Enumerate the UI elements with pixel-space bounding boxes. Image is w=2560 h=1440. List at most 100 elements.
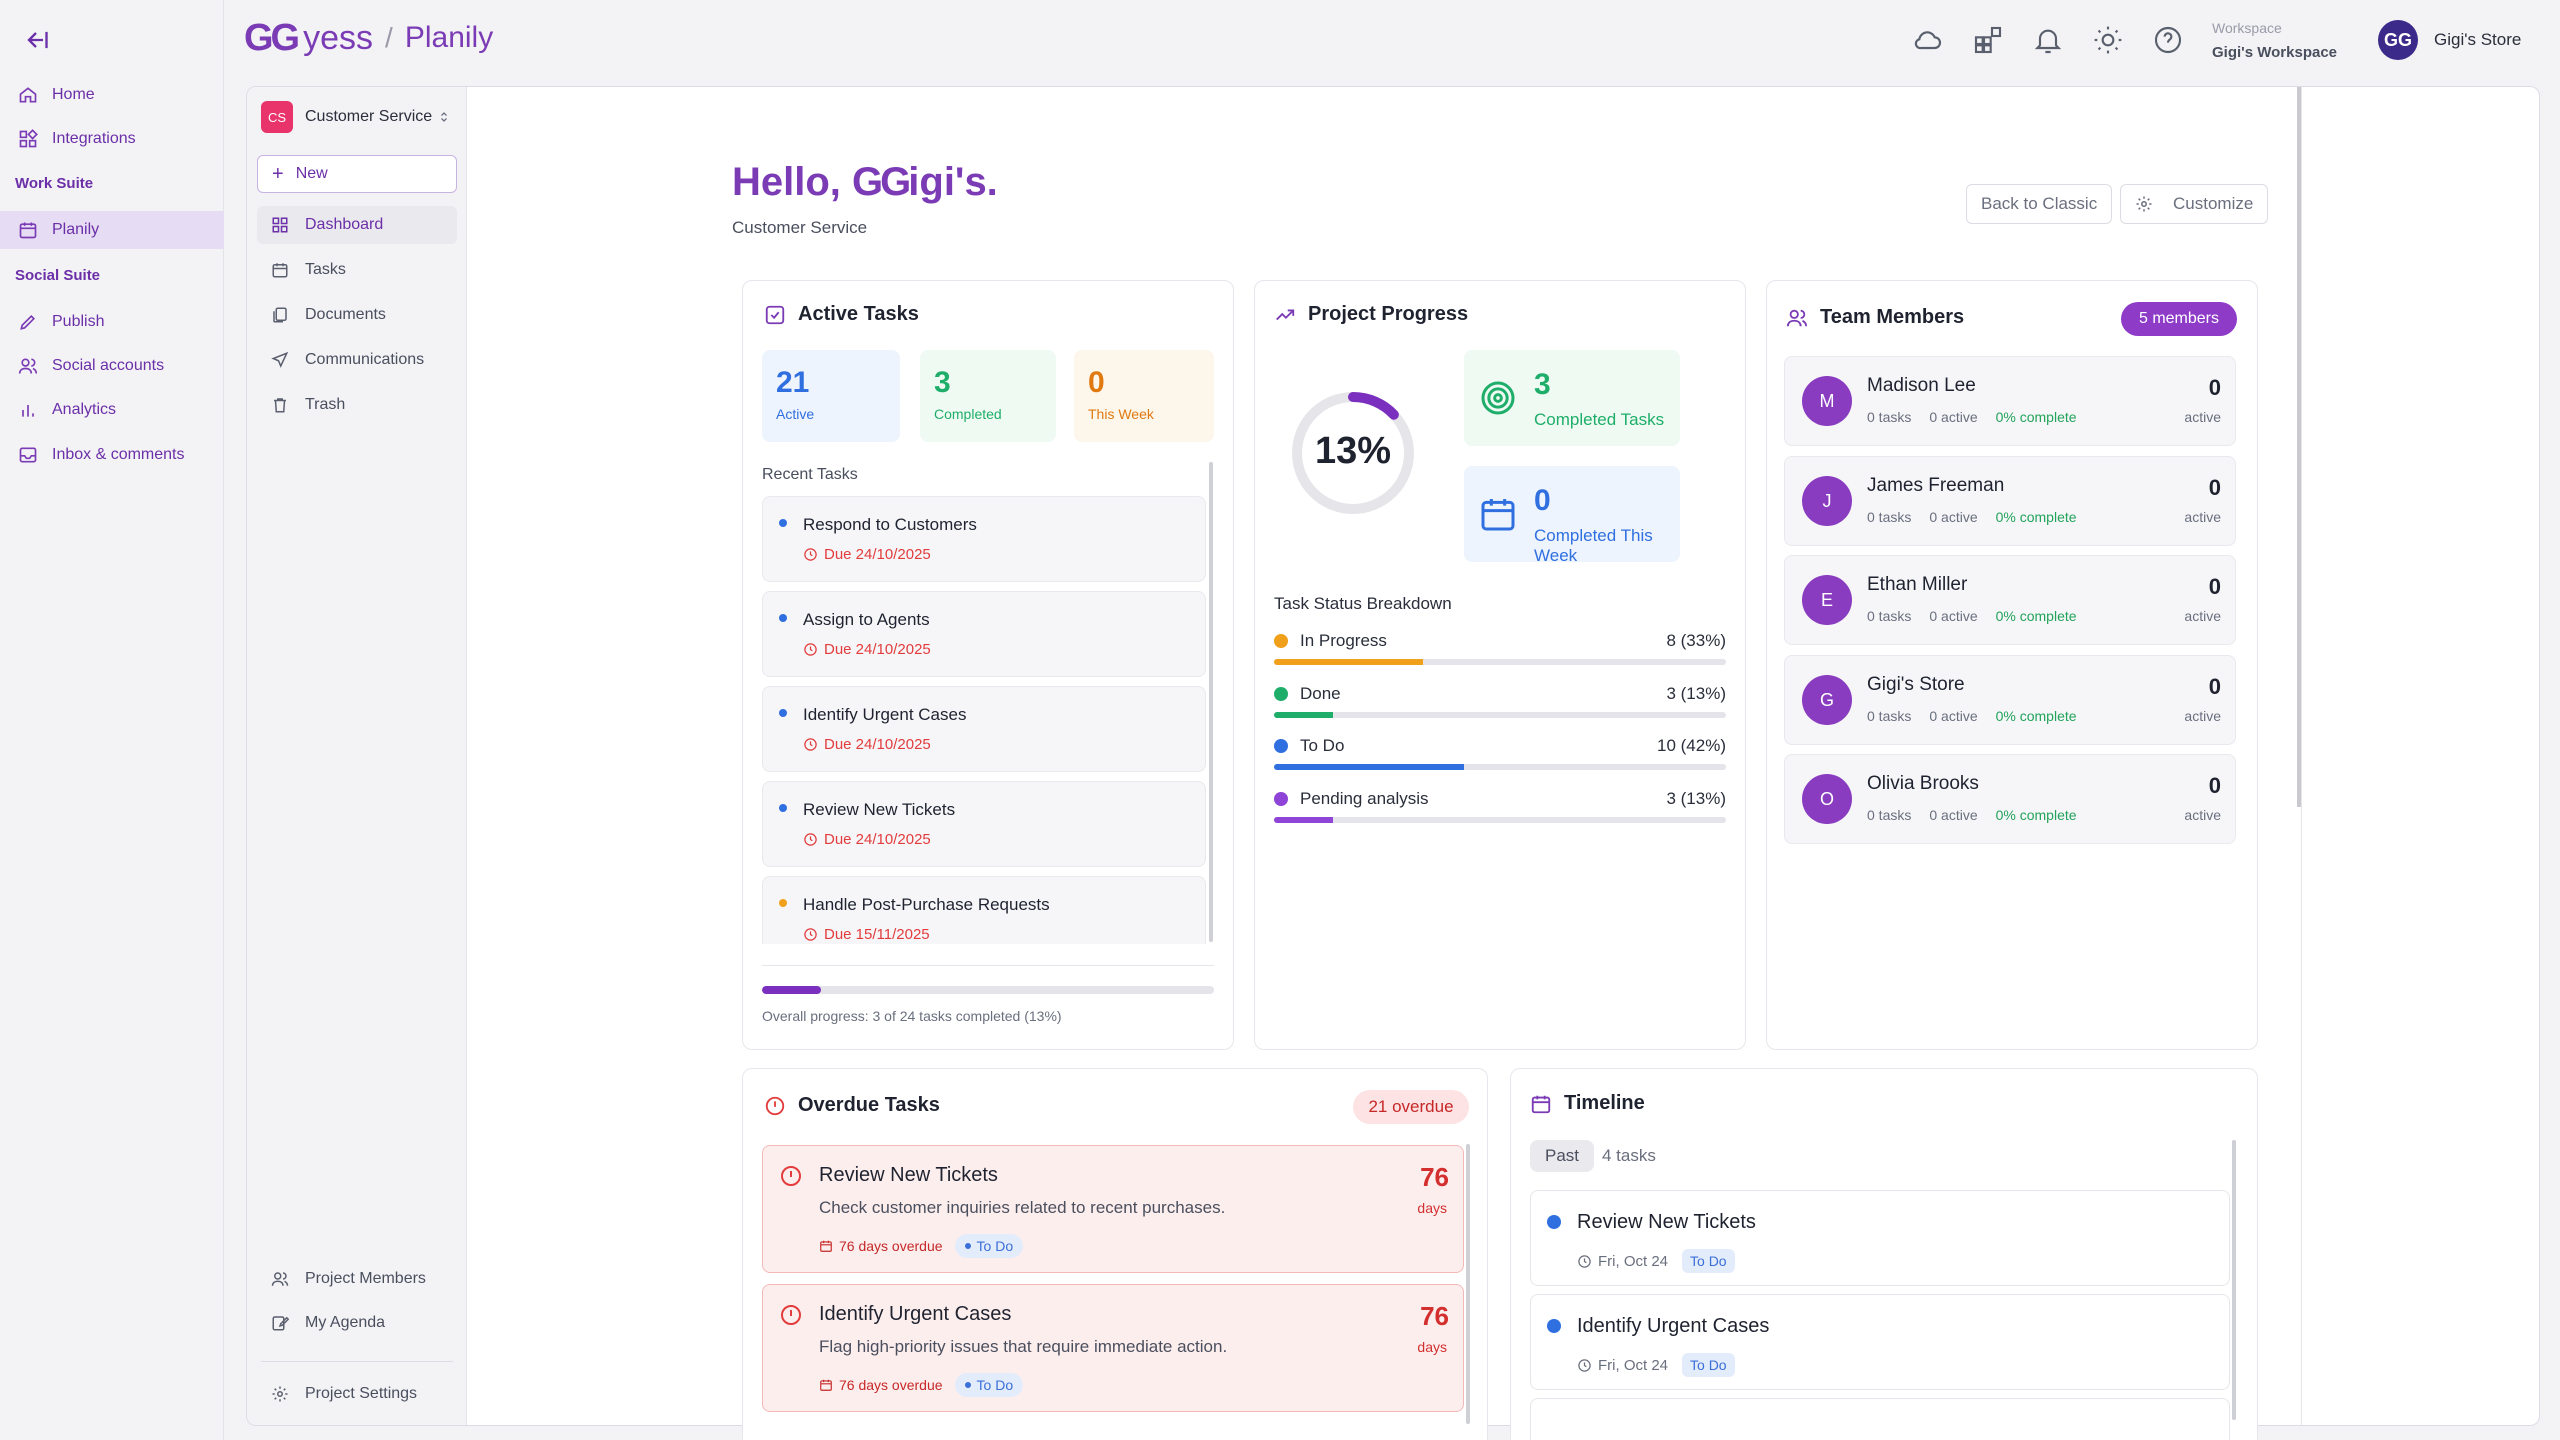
- page-title: Hello, GGigi's.: [732, 160, 998, 205]
- member-name: Madison Lee: [1867, 375, 1976, 396]
- logo-separator: /: [385, 22, 393, 53]
- collapse-sidebar-icon[interactable]: [22, 26, 50, 54]
- overdue-item-title: Review New Tickets: [819, 1164, 998, 1186]
- member-meta: 0 tasks 0 active 0% complete: [1867, 807, 2095, 823]
- breakdown-row: Done 3 (13%): [1274, 684, 1726, 718]
- pencil-icon: [18, 312, 38, 332]
- timeline-item[interactable]: Identify Urgent Cases Fri, Oct 24 To Do: [1530, 1294, 2230, 1390]
- nav-home[interactable]: Home: [0, 76, 224, 114]
- overdue-scrollbar[interactable]: [1466, 1144, 1470, 1424]
- nav-dashboard-label: Dashboard: [305, 216, 384, 233]
- project-selector[interactable]: CS Customer Service: [261, 101, 450, 133]
- agenda-icon: [271, 1314, 289, 1332]
- timeline-item-date: Fri, Oct 24: [1598, 1252, 1669, 1270]
- calendar-icon: [819, 1239, 833, 1253]
- stat-completed: 3 Completed: [920, 350, 1056, 442]
- back-to-classic-button[interactable]: Back to Classic: [1966, 184, 2113, 224]
- task-due-text: Due 15/11/2025: [824, 926, 930, 943]
- member-card[interactable]: E Ethan Miller 0 tasks 0 active 0% complet…: [1784, 555, 2236, 645]
- calendar-icon: [1478, 494, 1518, 534]
- app-logo[interactable]: GG yess / Planily: [244, 16, 493, 59]
- clock-icon: [803, 927, 818, 942]
- sun-icon[interactable]: [2092, 24, 2124, 56]
- alert-circle-icon: [779, 1303, 803, 1327]
- logo-mark: GG: [244, 16, 300, 59]
- timeline-title-text: Timeline: [1564, 1092, 1645, 1114]
- member-card[interactable]: O Olivia Brooks 0 tasks 0 active 0% comple…: [1784, 754, 2236, 844]
- new-button[interactable]: + New: [257, 155, 457, 193]
- back-to-classic-label: Back to Classic: [1981, 194, 2098, 213]
- nav-my-agenda[interactable]: My Agenda: [257, 1304, 457, 1342]
- member-active: 0 active: [1929, 509, 1978, 525]
- nav-planily[interactable]: Planily: [0, 211, 224, 249]
- list-item[interactable]: Respond to Customers Due 24/10/2025: [762, 496, 1206, 582]
- nav-communications[interactable]: Communications: [257, 341, 457, 379]
- nav-documents-label: Documents: [305, 306, 386, 323]
- help-icon[interactable]: [2152, 24, 2184, 56]
- home-icon: [18, 85, 38, 105]
- account-menu[interactable]: GG Gigi's Store: [2378, 20, 2521, 60]
- past-filter-chip[interactable]: Past: [1530, 1140, 1594, 1172]
- stat-this-week-value: 0: [1088, 366, 1105, 399]
- content-scrollbar[interactable]: [2297, 87, 2301, 807]
- nav-dashboard[interactable]: Dashboard: [257, 206, 457, 244]
- nav-publish[interactable]: Publish: [0, 303, 224, 341]
- member-count-label: active: [2184, 409, 2221, 425]
- status-badge: To Do: [1682, 1249, 1735, 1273]
- nav-documents[interactable]: Documents: [257, 296, 457, 334]
- task-name: Respond to Customers: [803, 515, 977, 534]
- timeline-item[interactable]: Review New Tickets Fri, Oct 24 To Do: [1530, 1190, 2230, 1286]
- breakdown-track: [1274, 764, 1726, 770]
- member-card[interactable]: M Madison Lee 0 tasks 0 active 0% complete…: [1784, 356, 2236, 446]
- member-name: Ethan Miller: [1867, 574, 1968, 595]
- breakdown-label: In Progress: [1300, 631, 1387, 650]
- list-item[interactable]: Assign to Agents Due 24/10/2025: [762, 591, 1206, 677]
- member-count-label: active: [2184, 807, 2221, 823]
- breakdown-value: 3 (13%): [1666, 684, 1726, 703]
- workspace-switcher[interactable]: Workspace Gigi's Workspace: [2212, 20, 2337, 61]
- timeline-scrollbar[interactable]: [2232, 1140, 2236, 1420]
- nav-trash[interactable]: Trash: [257, 386, 457, 424]
- integrations-icon: [18, 129, 38, 149]
- nav-tasks[interactable]: Tasks: [257, 251, 457, 289]
- nav-inbox[interactable]: Inbox & comments: [0, 436, 224, 474]
- users-icon: [1786, 307, 1808, 329]
- bell-icon[interactable]: [2032, 24, 2064, 56]
- overdue-item-desc: Check customer inquiries related to rece…: [819, 1198, 1226, 1217]
- sidebar-divider: [261, 1361, 453, 1362]
- overdue-days-number: 76: [1420, 1301, 1449, 1331]
- task-due: Due 24/10/2025: [803, 641, 931, 658]
- overdue-item[interactable]: Review New Tickets Check customer inquir…: [762, 1145, 1464, 1273]
- list-item[interactable]: Identify Urgent Cases Due 24/10/2025: [762, 686, 1206, 772]
- clock-icon: [803, 832, 818, 847]
- member-count: 0: [2208, 674, 2221, 699]
- nav-analytics[interactable]: Analytics: [0, 391, 224, 429]
- overdue-item[interactable]: Identify Urgent Cases Flag high-priority…: [762, 1284, 1464, 1412]
- member-percent: 0% complete: [1995, 708, 2077, 724]
- member-name: Gigi's Store: [1867, 674, 1965, 695]
- apps-icon[interactable]: [1972, 24, 2004, 56]
- project-progress-title: Project Progress: [1274, 303, 1468, 326]
- nav-my-agenda-label: My Agenda: [305, 1314, 386, 1331]
- member-count: 0: [2208, 375, 2221, 400]
- overall-progress-fill: [762, 986, 821, 994]
- cloud-icon[interactable]: [1912, 24, 1944, 56]
- users-icon: [18, 356, 38, 376]
- list-item[interactable]: Review New Tickets Due 24/10/2025: [762, 781, 1206, 867]
- customize-button[interactable]: Customize: [2120, 184, 2269, 224]
- nav-project-settings[interactable]: Project Settings: [257, 1375, 457, 1413]
- timeline-item[interactable]: [1530, 1398, 2230, 1440]
- documents-icon: [271, 306, 289, 324]
- completed-week-box: 0 Completed This Week: [1464, 466, 1680, 565]
- nav-project-members[interactable]: Project Members: [257, 1260, 457, 1298]
- member-card[interactable]: J James Freeman 0 tasks 0 active 0% comple…: [1784, 456, 2236, 546]
- overdue-tasks-title-text: Overdue Tasks: [798, 1094, 940, 1116]
- list-item[interactable]: Handle Post-Purchase Requests Due 15/11/…: [762, 876, 1206, 944]
- nav-social-accounts[interactable]: Social accounts: [0, 347, 224, 385]
- task-status-dot: [779, 899, 787, 907]
- trash-icon: [271, 396, 289, 414]
- recent-tasks-scrollbar[interactable]: [1209, 462, 1213, 942]
- nav-integrations[interactable]: Integrations: [0, 120, 224, 158]
- task-status-dot: [779, 709, 787, 717]
- member-card[interactable]: G Gigi's Store 0 tasks 0 active 0% complet…: [1784, 655, 2236, 745]
